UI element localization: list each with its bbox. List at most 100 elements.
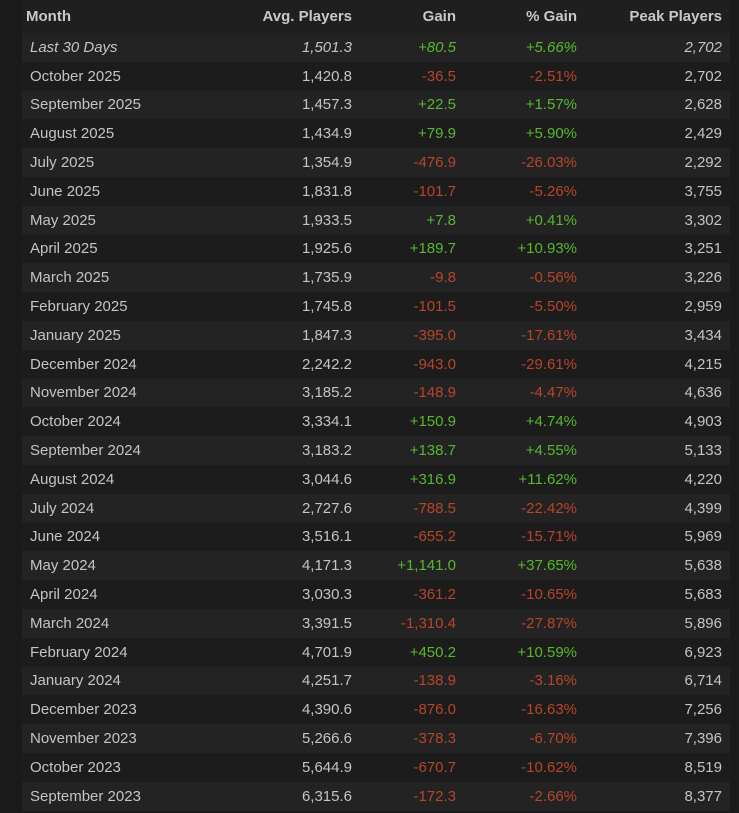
cell-month: December 2024 bbox=[30, 355, 137, 373]
cell-gain: +7.8 bbox=[426, 211, 456, 229]
cell-month: May 2025 bbox=[30, 211, 96, 229]
cell-avg-players: 1,847.3 bbox=[301, 326, 352, 344]
cell-month: October 2023 bbox=[30, 758, 121, 776]
cell-pct-gain: -2.66% bbox=[529, 787, 577, 805]
cell-gain: -476.9 bbox=[413, 154, 456, 172]
cell-pct-gain: -15.71% bbox=[521, 528, 577, 546]
cell-peak-players: 8,377 bbox=[684, 787, 722, 805]
cell-pct-gain: +1.57% bbox=[525, 96, 577, 114]
cell-avg-players: 3,183.2 bbox=[301, 442, 352, 460]
table-row: February 2024 4,701.9 +450.2 +10.59% 6,923 bbox=[22, 637, 730, 667]
cell-gain: -378.3 bbox=[413, 730, 456, 748]
table-row: October 2024 3,334.1 +150.9 +4.74% 4,903 bbox=[22, 407, 730, 437]
header-peak-players[interactable]: Peak Players bbox=[585, 0, 730, 33]
header-pct-gain[interactable]: % Gain bbox=[464, 0, 585, 33]
cell-gain: +138.7 bbox=[409, 442, 456, 460]
table-row: October 2025 1,420.8 -36.5 -2.51% 2,702 bbox=[22, 61, 730, 91]
cell-month: September 2024 bbox=[30, 442, 141, 460]
cell-avg-players: 1,745.8 bbox=[301, 298, 352, 316]
table-row: July 2024 2,727.6 -788.5 -22.42% 4,399 bbox=[22, 493, 730, 523]
cell-gain: -101.7 bbox=[413, 182, 456, 200]
cell-pct-gain: -10.62% bbox=[521, 758, 577, 776]
cell-peak-players: 2,292 bbox=[684, 154, 722, 172]
cell-avg-players: 6,315.6 bbox=[301, 787, 352, 805]
table-row: August 2024 3,044.6 +316.9 +11.62% 4,220 bbox=[22, 464, 730, 494]
cell-avg-players: 4,701.9 bbox=[301, 643, 352, 661]
cell-month: August 2025 bbox=[30, 125, 115, 143]
cell-gain: +1,141.0 bbox=[397, 557, 456, 575]
cell-avg-players: 3,030.3 bbox=[301, 586, 352, 604]
cell-pct-gain: -5.50% bbox=[529, 298, 577, 316]
table-row: March 2025 1,735.9 -9.8 -0.56% 3,226 bbox=[22, 263, 730, 293]
cell-peak-players: 5,969 bbox=[684, 528, 722, 546]
cell-avg-players: 5,266.6 bbox=[301, 730, 352, 748]
cell-pct-gain: +0.41% bbox=[525, 211, 577, 229]
cell-peak-players: 2,702 bbox=[684, 38, 722, 56]
header-avg-players[interactable]: Avg. Players bbox=[199, 0, 360, 33]
table-row: September 2024 3,183.2 +138.7 +4.55% 5,133 bbox=[22, 436, 730, 465]
cell-peak-players: 3,434 bbox=[684, 326, 722, 344]
cell-month: September 2025 bbox=[30, 96, 141, 114]
cell-avg-players: 3,044.6 bbox=[301, 470, 352, 488]
cell-gain: +450.2 bbox=[409, 643, 456, 661]
cell-peak-players: 2,429 bbox=[684, 125, 722, 143]
cell-gain: -670.7 bbox=[413, 758, 456, 776]
cell-avg-players: 1,933.5 bbox=[301, 211, 352, 229]
cell-pct-gain: +11.62% bbox=[518, 470, 577, 488]
table-row: June 2024 3,516.1 -655.2 -15.71% 5,969 bbox=[22, 522, 730, 552]
cell-gain: -36.5 bbox=[421, 67, 456, 85]
cell-avg-players: 3,334.1 bbox=[301, 413, 352, 431]
player-stats-table-container: Month Avg. Players Gain % Gain Peak Play… bbox=[22, 0, 730, 811]
cell-month: February 2024 bbox=[30, 643, 128, 661]
header-month[interactable]: Month bbox=[22, 0, 199, 33]
cell-peak-players: 3,251 bbox=[684, 240, 722, 258]
cell-peak-players: 6,714 bbox=[684, 672, 722, 690]
cell-gain: +150.9 bbox=[409, 413, 456, 431]
table-row: March 2024 3,391.5 -1,310.4 -27.87% 5,896 bbox=[22, 608, 730, 638]
cell-peak-players: 4,399 bbox=[684, 499, 722, 517]
cell-month: Last 30 Days bbox=[30, 38, 118, 56]
cell-pct-gain: +10.93% bbox=[517, 240, 577, 258]
cell-gain: +79.9 bbox=[418, 125, 456, 143]
cell-month: April 2024 bbox=[30, 586, 98, 604]
table-row: August 2025 1,434.9 +79.9 +5.90% 2,429 bbox=[22, 119, 730, 149]
cell-pct-gain: +4.74% bbox=[525, 413, 577, 431]
cell-peak-players: 2,702 bbox=[684, 67, 722, 85]
cell-month: March 2025 bbox=[30, 269, 110, 287]
cell-month: August 2024 bbox=[30, 470, 115, 488]
cell-pct-gain: +37.65% bbox=[517, 557, 577, 575]
cell-pct-gain: -17.61% bbox=[521, 326, 577, 344]
cell-gain: -361.2 bbox=[413, 586, 456, 604]
table-row: June 2025 1,831.8 -101.7 -5.26% 3,755 bbox=[22, 176, 730, 206]
cell-avg-players: 1,420.8 bbox=[301, 67, 352, 85]
cell-avg-players: 4,171.3 bbox=[301, 557, 352, 575]
cell-month: December 2023 bbox=[30, 701, 137, 719]
cell-gain: +80.5 bbox=[418, 38, 456, 56]
cell-month: May 2024 bbox=[30, 557, 96, 575]
cell-month: March 2024 bbox=[30, 614, 110, 632]
cell-month: July 2024 bbox=[30, 499, 95, 517]
cell-month: September 2023 bbox=[30, 787, 141, 805]
cell-gain: -943.0 bbox=[413, 355, 456, 373]
cell-pct-gain: -2.51% bbox=[529, 67, 577, 85]
cell-gain: +316.9 bbox=[409, 470, 456, 488]
cell-gain: +22.5 bbox=[418, 96, 456, 114]
table-row: December 2023 4,390.6 -876.0 -16.63% 7,256 bbox=[22, 695, 730, 725]
cell-pct-gain: -6.70% bbox=[529, 730, 577, 748]
cell-pct-gain: -0.56% bbox=[529, 269, 577, 287]
cell-avg-players: 1,501.3 bbox=[301, 38, 352, 56]
cell-gain: -9.8 bbox=[430, 269, 456, 287]
cell-month: January 2025 bbox=[30, 326, 121, 344]
cell-avg-players: 1,735.9 bbox=[301, 269, 352, 287]
cell-avg-players: 4,390.6 bbox=[301, 701, 352, 719]
cell-peak-players: 3,755 bbox=[684, 182, 722, 200]
cell-avg-players: 1,831.8 bbox=[301, 182, 352, 200]
cell-pct-gain: -10.65% bbox=[521, 586, 577, 604]
cell-month: November 2023 bbox=[30, 730, 137, 748]
header-gain[interactable]: Gain bbox=[360, 0, 464, 33]
table-row: April 2024 3,030.3 -361.2 -10.65% 5,683 bbox=[22, 580, 730, 609]
cell-avg-players: 3,516.1 bbox=[301, 528, 352, 546]
cell-avg-players: 3,391.5 bbox=[301, 614, 352, 632]
cell-pct-gain: -4.47% bbox=[529, 384, 577, 402]
cell-avg-players: 1,434.9 bbox=[301, 125, 352, 143]
